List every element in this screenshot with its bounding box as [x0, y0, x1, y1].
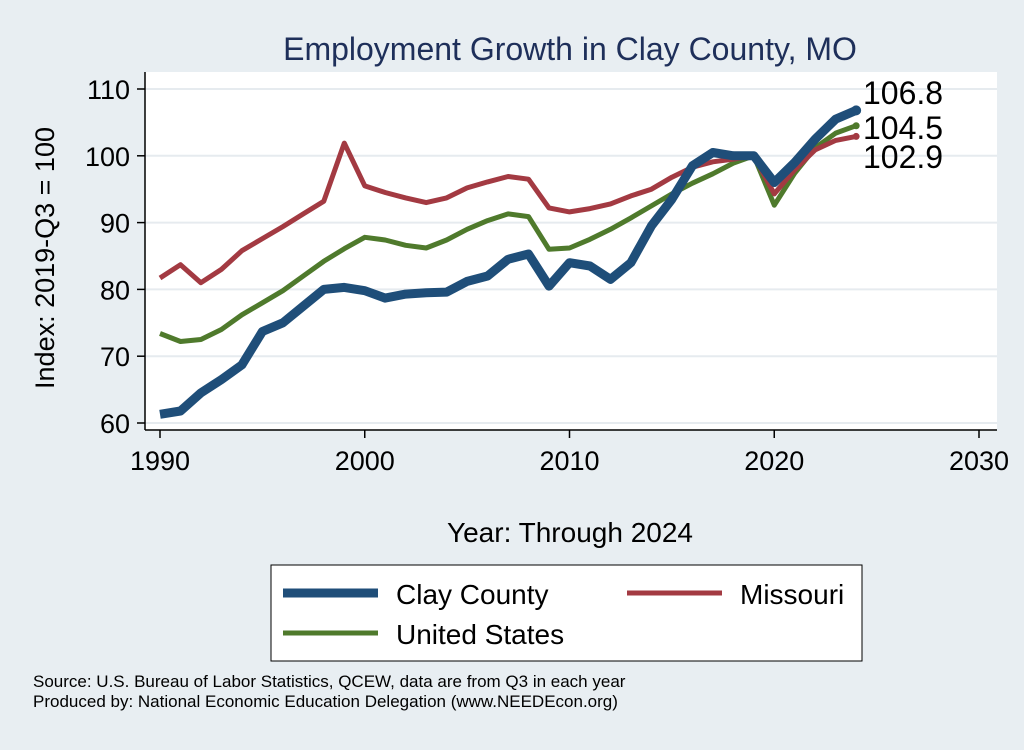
x-axis-label: Year: Through 2024: [447, 517, 693, 548]
x-tick-label: 2000: [335, 446, 395, 476]
producer-note: Produced by: National Economic Education…: [33, 692, 618, 711]
plot-area: [145, 72, 997, 430]
end-value-label: 106.8: [863, 75, 943, 111]
axes: 60 70 80 90 100 110 1990 2000 2010 2020 2030: [85, 72, 1009, 476]
series-end-point: [852, 132, 860, 140]
legend-label: Missouri: [740, 579, 844, 610]
x-tick-label: 2010: [539, 446, 599, 476]
series-lines: [158, 105, 862, 419]
x-tick-label: 2030: [949, 446, 1009, 476]
legend: Clay County Missouri United States: [283, 579, 844, 650]
y-tick-label: 100: [85, 142, 130, 172]
legend-label: United States: [396, 619, 564, 650]
x-tick-label: 2020: [744, 446, 804, 476]
end-value-label: 104.5: [863, 110, 943, 146]
y-tick-label: 60: [100, 409, 130, 439]
y-tick-label: 80: [100, 275, 130, 305]
y-axis-label: Index: 2019-Q3 = 100: [30, 127, 60, 389]
source-note: Source: U.S. Bureau of Labor Statistics,…: [33, 672, 626, 691]
series-end-point: [852, 122, 860, 130]
y-tick-label: 110: [87, 75, 130, 105]
series-line-united-states: [159, 123, 857, 344]
chart-title: Employment Growth in Clay County, MO: [283, 31, 857, 67]
x-tick-label: 1990: [130, 446, 190, 476]
end-value-label: 102.9: [863, 139, 943, 175]
series-line-clay-county: [159, 106, 858, 419]
legend-label: Clay County: [396, 579, 549, 610]
y-tick-label: 90: [100, 209, 130, 239]
y-tick-label: 70: [100, 342, 130, 372]
series-end-point: [851, 105, 862, 116]
legend-box: [270, 564, 863, 662]
